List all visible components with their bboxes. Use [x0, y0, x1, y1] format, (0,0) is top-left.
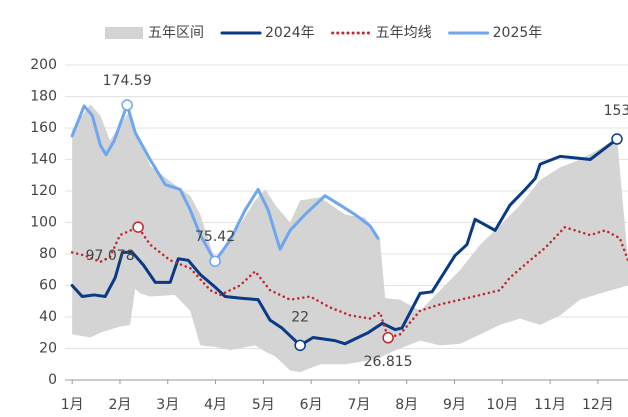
legend-label: 2025年: [493, 25, 543, 41]
data-label: 153: [604, 103, 628, 119]
data-label: 26.815: [364, 354, 413, 370]
x-tick-label: 2月: [109, 397, 132, 413]
data-label: 75.42: [195, 229, 235, 245]
point-marker: [611, 133, 623, 145]
y-tick-label: 120: [30, 183, 57, 199]
x-tick-label: 9月: [443, 397, 466, 413]
legend-swatch: [105, 27, 143, 39]
legend-label: 五年均线: [376, 25, 432, 41]
x-tick-label: 1月: [61, 397, 84, 413]
point-marker: [121, 99, 133, 111]
y-tick-label: 20: [39, 341, 57, 357]
x-tick-label: 5月: [252, 397, 275, 413]
series-line: [70, 225, 628, 340]
x-tick-label: 4月: [204, 397, 227, 413]
x-tick-label: 10月: [486, 397, 518, 413]
point-marker: [382, 332, 394, 344]
y-tick-label: 200: [30, 57, 57, 73]
legend-label: 2024年: [265, 25, 315, 41]
y-tick-label: 40: [39, 309, 57, 325]
y-tick-label: 80: [39, 246, 57, 262]
y-tick-label: 180: [30, 89, 57, 105]
legend-label: 五年区间: [148, 25, 204, 41]
range-band: [72, 104, 628, 373]
y-tick-label: 100: [30, 215, 57, 231]
series-line: [70, 137, 619, 347]
x-tick-label: 6月: [300, 397, 323, 413]
y-tick-label: 60: [39, 278, 57, 294]
x-tick-label: 3月: [156, 397, 179, 413]
y-tick-label: 160: [30, 120, 57, 136]
point-marker: [294, 339, 306, 352]
x-tick-label: 11月: [534, 397, 566, 413]
y-tick-label: 0: [48, 372, 57, 388]
x-tick-label: 12月: [582, 397, 614, 413]
point-marker: [132, 221, 144, 233]
data-label: 22: [291, 309, 309, 325]
point-marker: [209, 255, 221, 267]
data-label: 97.078: [86, 248, 135, 264]
x-tick-label: 7月: [347, 397, 370, 413]
x-tick-label: 8月: [395, 397, 418, 413]
y-tick-label: 140: [30, 152, 57, 168]
data-label: 174.59: [103, 73, 152, 89]
